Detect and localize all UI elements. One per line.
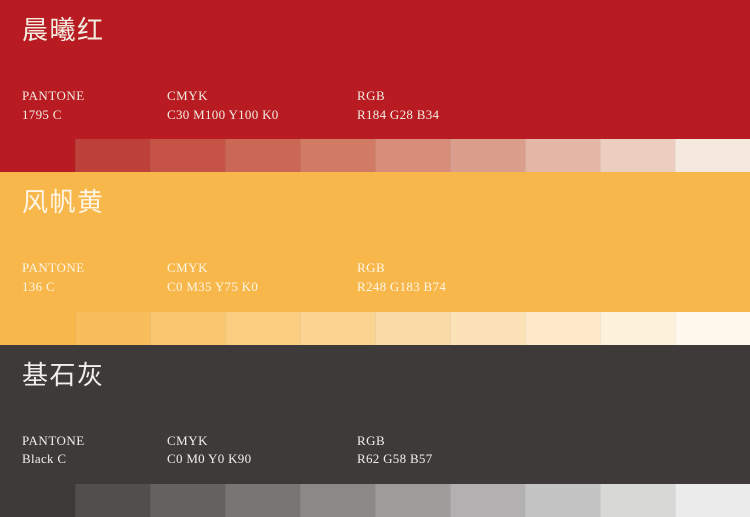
tint-swatch xyxy=(600,483,675,517)
tint-swatch xyxy=(300,483,375,517)
tint-swatch xyxy=(75,483,150,517)
tint-swatch xyxy=(375,483,450,517)
tint-row-red xyxy=(0,139,750,173)
spec-value-pantone: 1795 C xyxy=(22,106,62,122)
spec-value-pantone: Black C xyxy=(22,451,67,467)
color-name-title: 风帆黄 xyxy=(22,188,105,218)
tint-swatch xyxy=(225,483,300,517)
tint-swatch xyxy=(450,139,525,173)
tint-swatch xyxy=(675,483,750,517)
tint-swatch xyxy=(300,139,375,173)
spec-pantone: PANTONE 1795 C xyxy=(22,88,167,122)
spec-pantone: PANTONE 136 C xyxy=(22,260,167,294)
spec-value-cmyk: C0 M35 Y75 K0 xyxy=(167,279,259,295)
tint-row-gray xyxy=(0,483,750,517)
color-section-sail-yellow: 风帆黄 PANTONE 136 C CMYK C0 M35 Y75 K0 RGB… xyxy=(0,172,750,345)
spec-pantone: PANTONE Black C xyxy=(22,433,167,467)
spec-value-cmyk: C0 M0 Y0 K90 xyxy=(167,451,252,467)
tint-swatch xyxy=(225,311,300,345)
spec-value-cmyk: C30 M100 Y100 K0 xyxy=(167,106,279,122)
spec-cmyk: CMYK C0 M35 Y75 K0 xyxy=(167,260,357,294)
tint-swatch xyxy=(600,139,675,173)
tint-swatch xyxy=(150,311,225,345)
tint-swatch xyxy=(375,311,450,345)
color-specs: PANTONE 1795 C CMYK C30 M100 Y100 K0 RGB… xyxy=(22,88,728,122)
spec-value-rgb: R62 G58 B57 xyxy=(357,451,433,467)
spec-label-cmyk: CMYK xyxy=(167,260,209,276)
tint-row-yellow xyxy=(0,311,750,345)
tint-swatch xyxy=(675,139,750,173)
tint-swatch xyxy=(525,483,600,517)
color-name-title: 晨曦红 xyxy=(22,16,105,45)
tint-swatch xyxy=(450,311,525,345)
color-specs: PANTONE 136 C CMYK C0 M35 Y75 K0 RGB R24… xyxy=(22,260,728,294)
tint-swatch xyxy=(75,311,150,345)
color-band-yellow: 风帆黄 PANTONE 136 C CMYK C0 M35 Y75 K0 RGB… xyxy=(0,172,750,312)
tint-swatch xyxy=(675,311,750,345)
spec-label-pantone: PANTONE xyxy=(22,88,85,104)
color-band-red: 晨曦红 PANTONE 1795 C CMYK C30 M100 Y100 K0… xyxy=(0,0,750,140)
tint-swatch xyxy=(525,139,600,173)
tint-swatch xyxy=(0,483,75,517)
tint-swatch xyxy=(300,311,375,345)
spec-cmyk: CMYK C30 M100 Y100 K0 xyxy=(167,88,357,122)
spec-label-cmyk: CMYK xyxy=(167,88,209,104)
color-specs: PANTONE Black C CMYK C0 M0 Y0 K90 RGB R6… xyxy=(22,433,728,467)
color-name-title: 基石灰 xyxy=(22,360,105,390)
spec-rgb: RGB R248 G183 B74 xyxy=(357,260,728,294)
tint-swatch xyxy=(150,483,225,517)
tint-swatch xyxy=(150,139,225,173)
tint-swatch xyxy=(450,483,525,517)
spec-value-rgb: R248 G183 B74 xyxy=(357,279,447,295)
tint-swatch xyxy=(375,139,450,173)
spec-value-rgb: R184 G28 B34 xyxy=(357,106,440,122)
spec-rgb: RGB R184 G28 B34 xyxy=(357,88,728,122)
color-section-morning-dawn-red: 晨曦红 PANTONE 1795 C CMYK C30 M100 Y100 K0… xyxy=(0,0,750,173)
spec-label-pantone: PANTONE xyxy=(22,260,85,276)
spec-label-rgb: RGB xyxy=(357,260,386,276)
spec-label-rgb: RGB xyxy=(357,432,386,448)
color-band-gray: 基石灰 PANTONE Black C CMYK C0 M0 Y0 K90 RG… xyxy=(0,344,750,484)
spec-label-pantone: PANTONE xyxy=(22,432,85,448)
color-section-cornerstone-gray: 基石灰 PANTONE Black C CMYK C0 M0 Y0 K90 RG… xyxy=(0,344,750,517)
spec-cmyk: CMYK C0 M0 Y0 K90 xyxy=(167,433,357,467)
tint-swatch xyxy=(75,139,150,173)
spec-label-cmyk: CMYK xyxy=(167,432,209,448)
spec-label-rgb: RGB xyxy=(357,88,386,104)
spec-value-pantone: 136 C xyxy=(22,279,55,295)
spec-rgb: RGB R62 G58 B57 xyxy=(357,433,728,467)
tint-swatch xyxy=(600,311,675,345)
tint-swatch xyxy=(0,311,75,345)
tint-swatch xyxy=(525,311,600,345)
tint-swatch xyxy=(0,139,75,173)
tint-swatch xyxy=(225,139,300,173)
